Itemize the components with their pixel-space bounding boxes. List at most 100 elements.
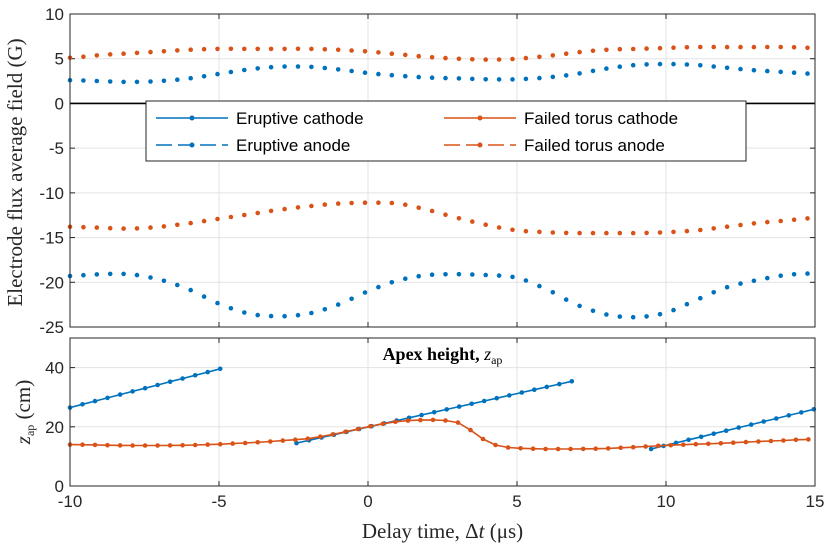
flux-failed-torus-anode-point xyxy=(778,218,783,224)
flux-eruptive-anode-point xyxy=(429,272,435,278)
flux-failed-torus-cathode-point xyxy=(751,44,757,50)
xlabel-units: (μs) xyxy=(484,519,523,543)
apex-eruptive-segment-2-point xyxy=(507,393,512,398)
flux-failed-torus-anode-point xyxy=(201,218,207,224)
flux-failed-torus-cathode-point xyxy=(644,46,649,51)
apex-failed-torus-point xyxy=(605,446,611,451)
apex-eruptive-segment-1-point xyxy=(142,385,148,391)
flux-eruptive-cathode-point xyxy=(443,75,448,81)
flux-failed-torus-cathode-point xyxy=(456,56,462,62)
flux-eruptive-cathode-point xyxy=(134,79,140,85)
apex-eruptive-segment-3-point xyxy=(673,440,679,446)
apex-failed-torus-point xyxy=(180,443,185,448)
flux-eruptive-cathode-point xyxy=(376,71,381,77)
apex-eruptive-segment-2-point xyxy=(419,412,424,418)
flux-eruptive-anode-point xyxy=(242,310,247,315)
apex-failed-torus-point xyxy=(330,432,336,437)
legend-failed-torus-cathode-label: Failed torus cathode xyxy=(524,109,678,128)
flux-eruptive-anode-point xyxy=(376,284,381,290)
apex-failed-torus-point xyxy=(806,437,811,442)
flux-failed-torus-cathode-point xyxy=(215,46,220,52)
apex-failed-torus-point xyxy=(192,442,198,448)
flux-eruptive-cathode-point xyxy=(403,73,408,79)
flux-eruptive-anode-point xyxy=(577,303,582,309)
flux-eruptive-cathode-point xyxy=(215,71,220,77)
apex-eruptive-segment-3-point xyxy=(723,428,729,434)
apex-failed-torus-point xyxy=(493,442,498,448)
xlabel-var: t xyxy=(479,519,486,543)
flux-failed-torus-anode-point xyxy=(537,229,542,235)
flux-eruptive-anode-point xyxy=(322,307,328,312)
flux-failed-torus-cathode-point xyxy=(362,49,368,54)
flux-failed-torus-anode-point xyxy=(188,220,193,226)
flux-failed-torus-cathode-point xyxy=(470,57,475,62)
apex-eruptive-segment-1-point xyxy=(92,398,98,404)
flux-failed-torus-cathode-point xyxy=(563,51,569,56)
apex-failed-torus-point xyxy=(505,445,511,450)
apex-failed-torus-point xyxy=(155,443,160,448)
apex-eruptive-segment-1-point xyxy=(117,392,123,397)
flux-failed-torus-anode-point xyxy=(470,219,475,224)
flux-failed-torus-anode-point xyxy=(644,230,649,236)
flux-y-tick-label: 10 xyxy=(45,5,64,24)
flux-y-tick-label: -15 xyxy=(39,229,64,248)
flux-eruptive-cathode-point xyxy=(362,70,368,75)
flux-failed-torus-cathode-point xyxy=(81,54,86,59)
apex-title-text: Apex height, xyxy=(383,344,485,364)
flux-failed-torus-anode-point xyxy=(268,208,274,214)
flux-failed-torus-cathode-point xyxy=(617,46,623,52)
flux-eruptive-cathode-point xyxy=(751,67,757,73)
apex-y-tick-label: 20 xyxy=(45,418,64,437)
flux-failed-torus-cathode-point xyxy=(483,57,489,62)
apex-failed-torus-point xyxy=(618,445,623,451)
flux-failed-torus-anode-point xyxy=(349,200,354,206)
apex-eruptive-segment-3-point xyxy=(698,434,704,440)
flux-failed-torus-cathode-point xyxy=(537,54,542,60)
flux-failed-torus-anode-point xyxy=(242,212,247,218)
flux-failed-torus-cathode-point xyxy=(107,52,113,57)
flux-failed-torus-anode-point xyxy=(228,214,234,220)
flux-eruptive-cathode-point xyxy=(188,75,193,81)
apex-failed-torus-point xyxy=(555,446,561,452)
flux-failed-torus-anode-point xyxy=(282,206,287,212)
flux-eruptive-anode-point xyxy=(349,296,354,302)
flux-eruptive-cathode-point xyxy=(657,61,663,67)
apex-failed-torus-point xyxy=(568,446,573,452)
flux-eruptive-cathode-point xyxy=(470,76,475,82)
flux-eruptive-anode-point xyxy=(228,306,234,311)
flux-eruptive-anode-point xyxy=(791,272,797,277)
apex-eruptive-segment-1-point xyxy=(105,395,110,401)
flux-failed-torus-cathode-point xyxy=(496,57,502,62)
apex-failed-torus-point xyxy=(468,427,473,433)
flux-failed-torus-cathode-point xyxy=(121,51,126,56)
flux-eruptive-anode-point xyxy=(268,313,274,319)
flux-failed-torus-anode-point xyxy=(389,200,395,206)
flux-failed-torus-anode-point xyxy=(496,225,502,230)
apex-y-tick-label: 40 xyxy=(45,359,64,378)
apex-y-axis-label: zap (cm) xyxy=(11,380,37,445)
flux-failed-torus-anode-point xyxy=(630,230,636,236)
flux-failed-torus-anode-point xyxy=(429,208,435,214)
apex-failed-torus-point xyxy=(793,437,799,443)
apex-failed-torus-point xyxy=(480,436,486,442)
flux-eruptive-anode-point xyxy=(161,278,167,284)
flux-failed-torus-cathode-point xyxy=(590,48,596,54)
apex-failed-torus-point xyxy=(105,442,110,448)
flux-eruptive-anode-point xyxy=(175,282,180,288)
apex-eruptive-segment-2-point xyxy=(494,395,500,401)
flux-failed-torus-anode-point xyxy=(161,224,167,229)
flux-eruptive-anode-point xyxy=(134,272,140,278)
legend-eruptive-cathode-label: Eruptive cathode xyxy=(236,109,364,128)
apex-failed-torus-point xyxy=(430,417,436,423)
flux-eruptive-cathode-point xyxy=(805,71,810,76)
apex-eruptive-segment-2-point xyxy=(481,398,487,404)
apex-x-tick-label: -10 xyxy=(58,492,83,511)
flux-eruptive-cathode-point xyxy=(644,62,649,67)
flux-failed-torus-anode-point xyxy=(175,222,180,228)
apex-failed-torus-point xyxy=(781,438,786,443)
apex-eruptive-segment-2-point xyxy=(519,390,525,395)
apex-failed-torus-point xyxy=(668,442,674,448)
flux-chart-plot-area xyxy=(70,14,815,327)
apex-x-tick-label: 15 xyxy=(806,492,825,511)
flux-eruptive-anode-point xyxy=(81,272,86,278)
